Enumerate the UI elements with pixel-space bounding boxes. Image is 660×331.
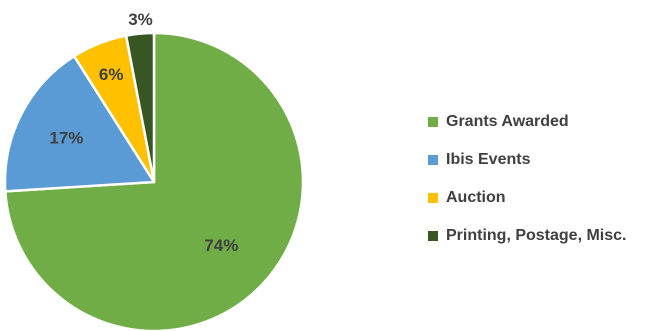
pie-slice-ibis-events — [3, 54, 156, 193]
data-label-3: 6% — [99, 65, 124, 84]
data-label-1: 74% — [204, 236, 238, 255]
legend-item: Grants Awarded — [428, 113, 626, 131]
data-label-2: 17% — [49, 128, 83, 147]
legend: Grants Awarded Ibis Events Auction Printing… — [428, 113, 626, 265]
legend-label: Printing, Postage, Misc. — [446, 227, 627, 244]
legend-swatch — [428, 117, 438, 127]
legend-label: Ibis Events — [446, 151, 531, 168]
legend-item: Auction — [428, 189, 626, 207]
pie-labels: 74% 17% 6% 3% — [49, 10, 238, 255]
legend-item: Ibis Events — [428, 151, 626, 169]
pie-chart: 74% 17% 6% 3% — [3, 10, 305, 331]
pie-slice-printing-postage-misc — [124, 31, 156, 184]
legend-label: Grants Awarded — [446, 113, 569, 130]
legend-item: Printing, Postage, Misc. — [428, 227, 626, 245]
pie-slices — [3, 31, 305, 331]
legend-swatch — [428, 155, 438, 165]
legend-label: Auction — [446, 189, 506, 206]
data-label-4: 3% — [128, 10, 153, 29]
legend-swatch — [428, 231, 438, 241]
legend-swatch — [428, 193, 438, 203]
